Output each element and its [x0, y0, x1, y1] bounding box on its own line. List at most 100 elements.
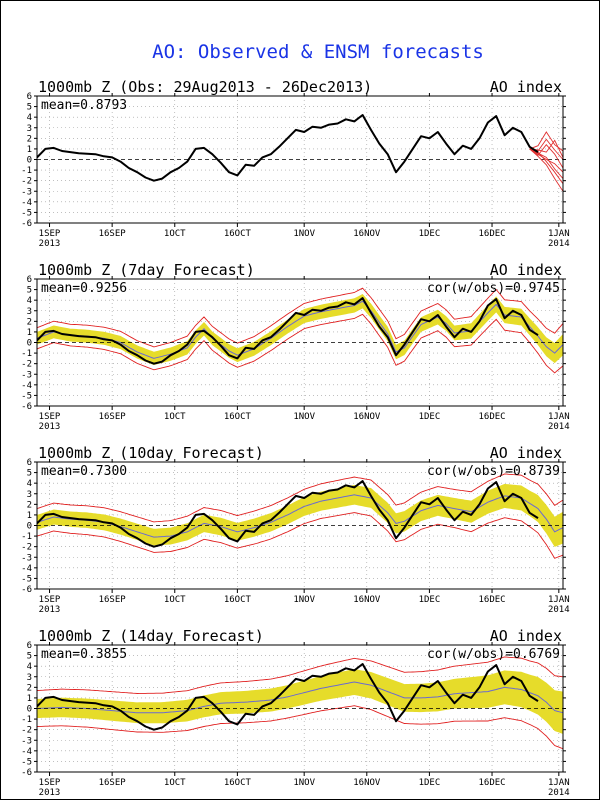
- y-tick-label: -1: [21, 715, 32, 725]
- x-tick-label: 16OCT: [224, 229, 252, 239]
- y-tick-label: -5: [21, 574, 32, 584]
- y-tick-label: -3: [21, 736, 32, 746]
- x-tick-label: 1SEP: [39, 778, 61, 788]
- mean-label: mean=0.3855: [41, 647, 127, 662]
- y-tick-label: -4: [21, 381, 32, 391]
- panel-title: 1000mb Z (7day Forecast): [38, 261, 255, 279]
- y-tick-label: -2: [21, 726, 32, 736]
- y-tick-label: -2: [21, 543, 32, 553]
- x-tick-label: 1OCT: [164, 229, 186, 239]
- panel-index-label: AO index: [490, 444, 562, 462]
- x-tick-label: 16NOV: [353, 229, 381, 239]
- panel-title: 1000mb Z (10day Forecast): [38, 444, 264, 462]
- x-tick-label: 1SEP: [39, 412, 61, 422]
- x-tick-label: 16SEP: [99, 229, 127, 239]
- y-tick-label: -4: [21, 564, 32, 574]
- panel-index-label: AO index: [490, 261, 562, 279]
- x-tick-label: 1DEC: [419, 229, 441, 239]
- envelope-upper-line: [37, 287, 563, 348]
- panel-index-label: AO index: [490, 78, 562, 96]
- y-tick-label: 3: [27, 490, 32, 500]
- y-tick-label: 1: [27, 145, 32, 155]
- mean-label: mean=0.7300: [41, 464, 127, 479]
- x-tick-label: 1DEC: [419, 595, 441, 605]
- x-tick-label: 16DEC: [478, 229, 505, 239]
- envelope-lower-line: [37, 313, 563, 374]
- y-tick-label: 3: [27, 307, 32, 317]
- y-tick-label: -2: [21, 360, 32, 370]
- observed-line: [37, 297, 539, 365]
- chart-panel-fc7: 1000mb Z (7day Forecast) AO index6543210-…: [21, 261, 570, 432]
- x-tick-year: 2014: [548, 788, 570, 798]
- plot-area: [37, 114, 563, 192]
- y-tick-label: 5: [27, 286, 32, 296]
- y-tick-label: 0: [27, 705, 32, 715]
- panel-title: 1000mb Z (Obs: 29Aug2013 - 26Dec2013): [38, 78, 372, 96]
- x-tick-label: 1OCT: [164, 778, 186, 788]
- envelope-upper-line: [37, 656, 563, 694]
- correlation-label: cor(w/obs)=0.8739: [427, 464, 560, 479]
- x-tick-label: 1SEP: [39, 229, 61, 239]
- y-tick-label: -6: [21, 585, 32, 595]
- y-tick-label: 4: [27, 296, 32, 306]
- spread-band: [37, 483, 563, 547]
- x-tick-year: 2014: [548, 422, 570, 432]
- y-tick-label: -1: [21, 532, 32, 542]
- x-tick-label: 16SEP: [99, 595, 127, 605]
- x-tick-year: 2013: [39, 422, 61, 432]
- y-tick-label: -3: [21, 553, 32, 563]
- chart-panel-fc14: 1000mb Z (14day Forecast) AO index 6543210…: [21, 627, 570, 798]
- y-tick-label: -1: [21, 166, 32, 176]
- x-tick-label: 1JAN: [548, 595, 570, 605]
- plot-area: [37, 656, 563, 750]
- x-tick-label: 1JAN: [548, 229, 570, 239]
- observed-line: [37, 114, 539, 182]
- ensemble-member-line: [529, 148, 563, 192]
- y-tick-label: -5: [21, 757, 32, 767]
- y-tick-label: -2: [21, 177, 32, 187]
- y-tick-label: -1: [21, 349, 32, 359]
- y-tick-label: 2: [27, 134, 32, 144]
- y-tick-label: -4: [21, 747, 32, 757]
- y-tick-label: 2: [27, 683, 32, 693]
- mean-label: mean=0.9256: [41, 281, 127, 296]
- chart-panel-observed: 1000mb Z (Obs: 29Aug2013 - 26Dec2013) AO …: [21, 78, 570, 249]
- ensemble-member-line: [529, 148, 563, 173]
- envelope-lower-line: [37, 705, 563, 750]
- envelope-upper-line: [37, 473, 563, 523]
- y-tick-label: 6: [27, 641, 32, 651]
- ensemble-member-line: [529, 148, 563, 179]
- x-tick-label: 1NOV: [293, 595, 315, 605]
- y-tick-label: 3: [27, 124, 32, 134]
- y-tick-label: 3: [27, 673, 32, 683]
- y-tick-label: 4: [27, 113, 32, 123]
- y-tick-label: -5: [21, 208, 32, 218]
- y-tick-label: -6: [21, 402, 32, 412]
- spread-band: [37, 294, 563, 365]
- y-tick-label: -3: [21, 370, 32, 380]
- y-tick-label: 2: [27, 317, 32, 327]
- x-tick-label: 1NOV: [293, 778, 315, 788]
- plot-area: [37, 473, 563, 559]
- y-tick-label: 0: [27, 522, 32, 532]
- x-tick-label: 16OCT: [224, 412, 252, 422]
- x-tick-label: 1OCT: [164, 595, 186, 605]
- y-tick-label: 4: [27, 479, 32, 489]
- y-tick-label: -5: [21, 391, 32, 401]
- correlation-label: cor(w/obs)=0.6769: [427, 647, 560, 662]
- x-tick-label: 1OCT: [164, 412, 186, 422]
- y-tick-label: 1: [27, 328, 32, 338]
- x-tick-label: 1SEP: [39, 595, 61, 605]
- x-tick-label: 1DEC: [419, 412, 441, 422]
- y-tick-label: -6: [21, 768, 32, 778]
- x-tick-label: 16NOV: [353, 412, 381, 422]
- panel-index-label: AO index: [490, 627, 562, 645]
- y-tick-label: -4: [21, 198, 32, 208]
- figure-title: AO: Observed & ENSM forecasts: [152, 41, 484, 63]
- y-tick-label: 0: [27, 339, 32, 349]
- x-tick-label: 1JAN: [548, 778, 570, 788]
- x-tick-label: 16SEP: [99, 412, 127, 422]
- x-tick-year: 2014: [548, 239, 570, 249]
- y-tick-label: 5: [27, 469, 32, 479]
